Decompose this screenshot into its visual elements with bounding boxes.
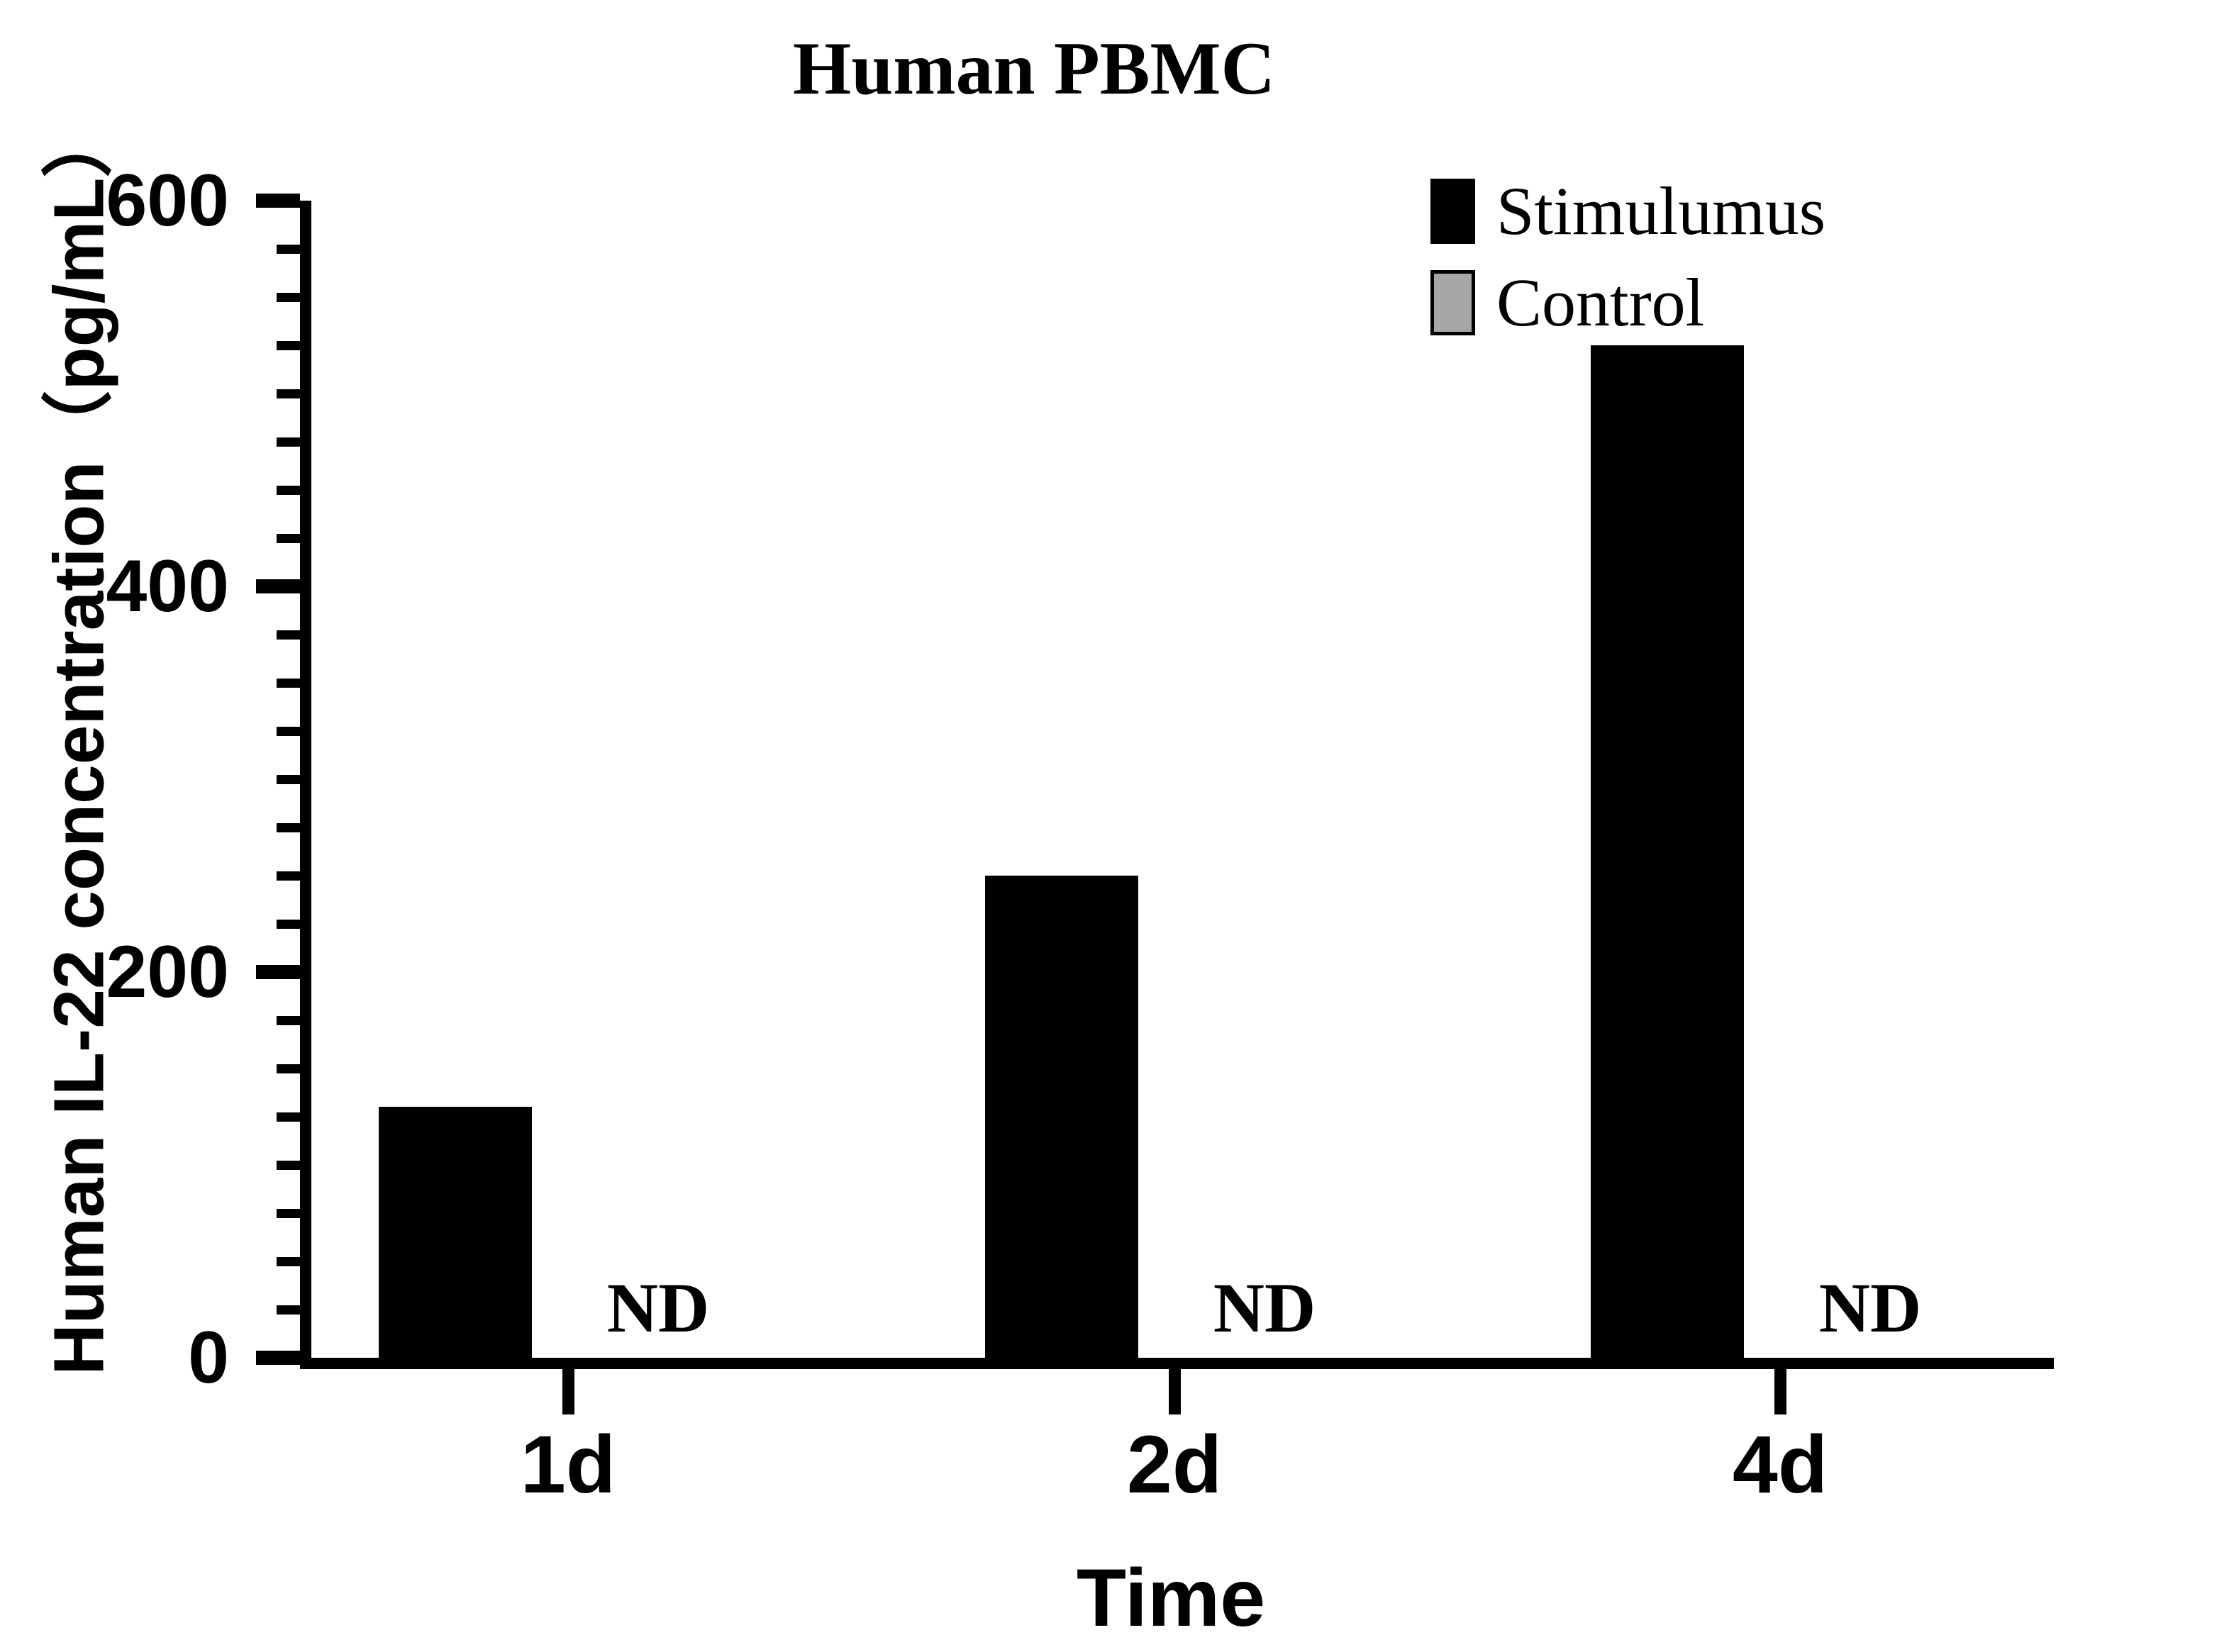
y-major-tick-600 (256, 194, 300, 208)
legend-swatch-stimulumus (1430, 179, 1475, 244)
y-tick-label-200: 200 (106, 931, 229, 1013)
y-minor-tick-275 (277, 822, 300, 832)
y-major-tick-400 (256, 579, 300, 593)
nd-label-1d: ND (606, 1268, 710, 1347)
legend-swatch-control (1430, 270, 1475, 335)
y-tick-label-400: 400 (106, 545, 229, 627)
y-minor-tick-350 (277, 678, 300, 688)
x-tick-1d (562, 1369, 574, 1414)
nd-label-2d: ND (1213, 1268, 1316, 1347)
nd-label-4d: ND (1818, 1268, 1922, 1347)
y-minor-tick-525 (277, 340, 300, 350)
y-minor-tick-250 (277, 871, 300, 881)
y-minor-tick-25 (277, 1305, 300, 1315)
y-minor-tick-100 (277, 1160, 300, 1170)
x-axis-title: Time (1076, 1553, 1266, 1643)
y-major-tick-200 (256, 965, 300, 979)
x-category-label-4d: 4d (1732, 1419, 1828, 1510)
y-minor-tick-375 (277, 630, 300, 640)
y-minor-tick-125 (277, 1112, 300, 1122)
y-minor-tick-175 (277, 1015, 300, 1025)
x-tick-4d (1774, 1369, 1786, 1414)
legend: Stimulumus Control (1430, 173, 1826, 362)
y-minor-tick-550 (277, 292, 300, 302)
plot-area: 0 200 400 600 ND 1d ND 2d ND 4d (106, 160, 2054, 1510)
y-minor-tick-50 (277, 1256, 300, 1266)
x-category-label-1d: 1d (520, 1419, 616, 1510)
legend-item-control: Control (1430, 264, 1825, 340)
y-minor-tick-75 (277, 1208, 300, 1218)
x-tick-2d (1168, 1369, 1181, 1414)
y-minor-tick-300 (277, 774, 300, 784)
y-axis-title: Human IL-22 concentration（pg/mL） (39, 106, 119, 1375)
y-tick-label-600: 600 (106, 160, 229, 242)
y-minor-tick-575 (277, 244, 300, 254)
bar-stimulumus-4d (1591, 345, 1744, 1358)
y-major-tick-0 (256, 1351, 300, 1365)
bar-stimulumus-2d (985, 876, 1138, 1358)
legend-item-stimulumus: Stimulumus (1430, 173, 1826, 249)
y-minor-tick-150 (277, 1064, 300, 1073)
legend-label-control: Control (1496, 264, 1705, 340)
y-minor-tick-500 (277, 389, 300, 398)
x-category-label-2d: 2d (1126, 1419, 1223, 1510)
y-tick-label-0: 0 (188, 1317, 229, 1399)
chart-title: Human PBMC (792, 27, 1276, 110)
y-minor-tick-325 (277, 726, 300, 736)
y-minor-tick-450 (277, 485, 300, 495)
legend-label-stimulumus: Stimulumus (1496, 173, 1826, 249)
y-minor-tick-425 (277, 533, 300, 543)
bar-stimulumus-1d (379, 1107, 532, 1358)
y-minor-tick-475 (277, 437, 300, 447)
y-minor-tick-225 (277, 919, 300, 929)
